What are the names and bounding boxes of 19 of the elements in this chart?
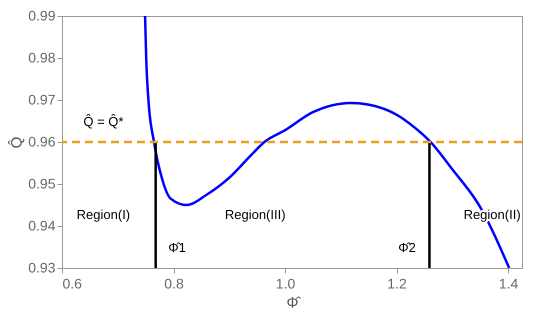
y-axis-title: Q̂ (8, 136, 26, 148)
y-tick-label: 0.95 (28, 176, 56, 192)
y-tick-label: 0.94 (28, 218, 56, 234)
x-tick-label: 0.6 (62, 276, 82, 292)
annotation: Region(I) (76, 207, 130, 222)
annotation: Φ̂2 (398, 240, 416, 255)
y-tick-label: 0.99 (28, 8, 56, 24)
y-tick-label: 0.96 (28, 134, 56, 150)
x-tick-label: 0.8 (164, 276, 184, 292)
y-tick-label: 0.93 (28, 260, 56, 276)
x-tick-label: 1.4 (498, 276, 518, 292)
y-tick-label: 0.97 (28, 92, 56, 108)
x-tick-label: 1.2 (387, 276, 407, 292)
annotation: Region(III) (224, 207, 286, 222)
x-axis-title: Φ̂ (286, 294, 302, 312)
annotation: Q̂ = Q̂* (83, 114, 124, 129)
y-tick-label: 0.98 (28, 50, 56, 66)
x-tick-label: 1.0 (276, 276, 296, 292)
annotation: Φ̂1 (168, 240, 186, 255)
